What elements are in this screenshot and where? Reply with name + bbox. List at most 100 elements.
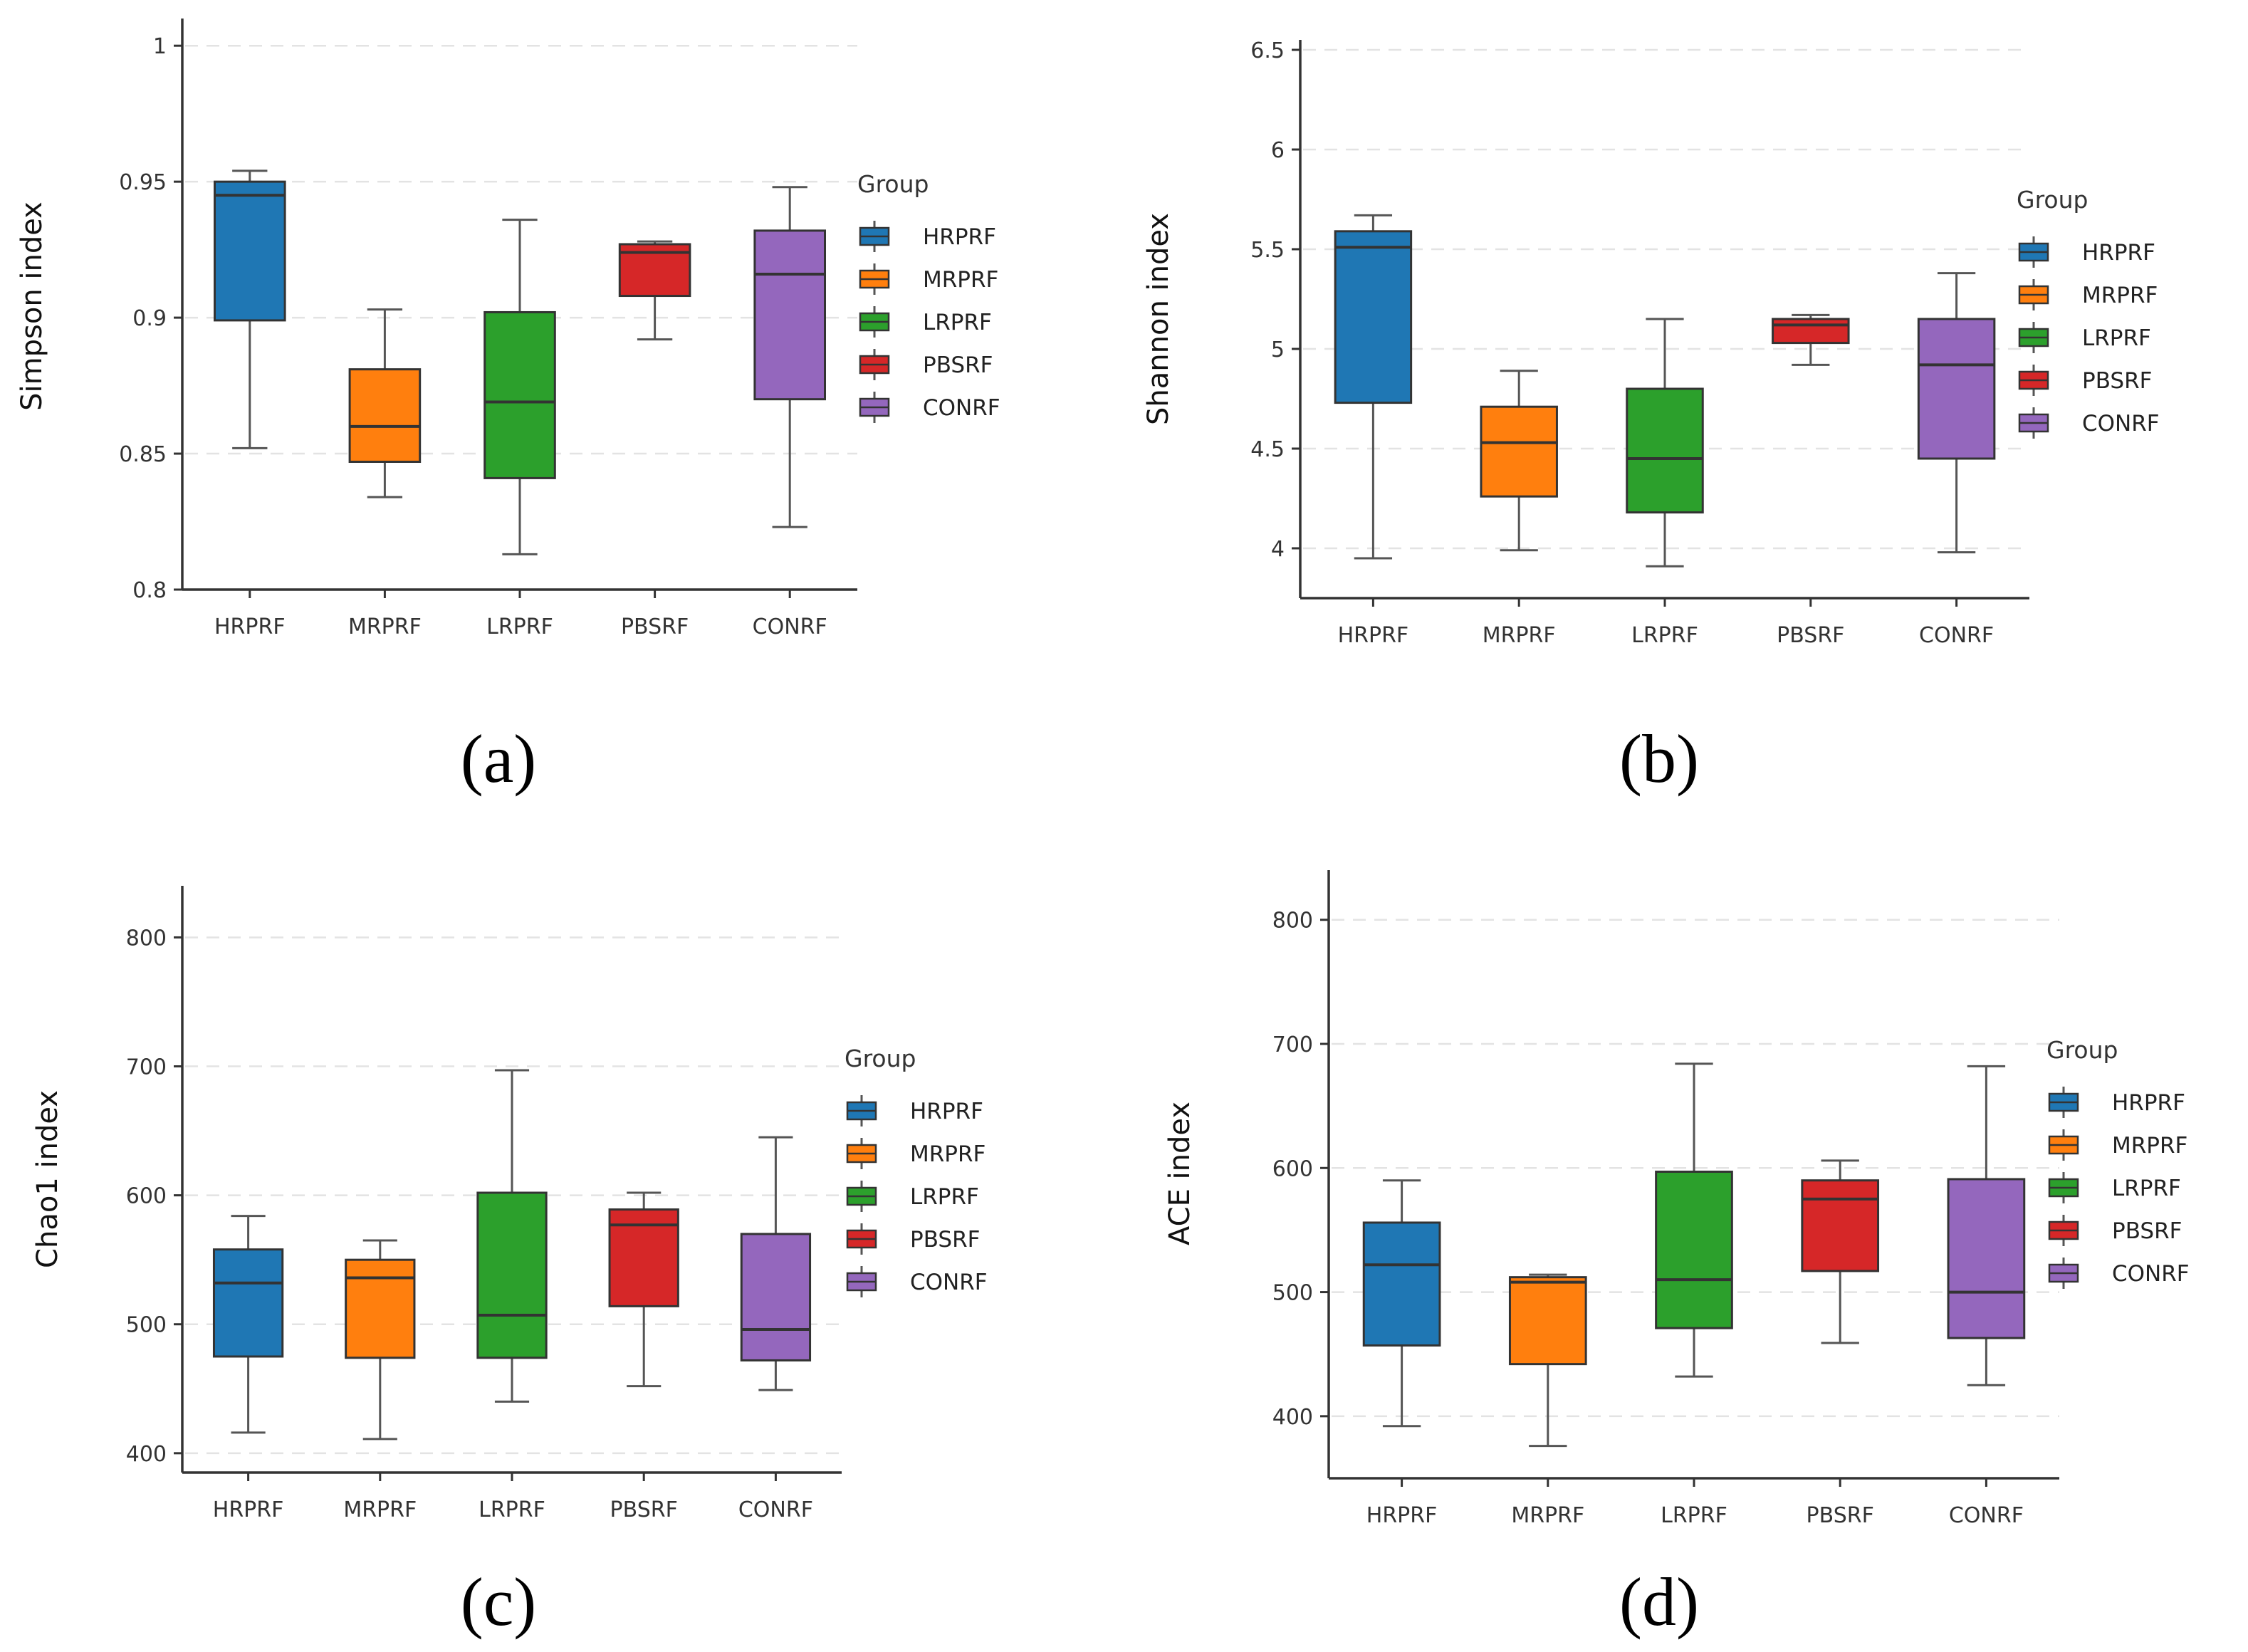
box-pbsrf — [1801, 1159, 1880, 1344]
box-conrf — [1947, 1065, 2026, 1386]
panel-caption: (d) — [1619, 1564, 1699, 1640]
y-tick-label: 5 — [1271, 338, 1285, 362]
y-tick-label: 1 — [153, 34, 167, 59]
legend-label: LRPRF — [2082, 325, 2151, 351]
box-pbsrf — [1772, 313, 1850, 366]
legend-title: Group — [857, 170, 929, 198]
chart-panel-3: 400 500 600 700 800 Chao1 index HRPRF MRPRF LRPR… — [31, 886, 988, 1640]
chart-panel-1: 0.8 0.85 0.9 0.95 1 Simpson index HRPRF MRPRF LR… — [16, 19, 1000, 797]
box-mrprf — [348, 308, 422, 498]
x-tick-label: PBSRF — [1777, 623, 1844, 648]
legend-title: Group — [845, 1045, 916, 1072]
y-axis-title: Chao1 index — [31, 1090, 64, 1268]
x-tick-label: LRPRF — [1661, 1503, 1727, 1528]
y-tick-label: 0.95 — [119, 170, 167, 195]
legend: Group HRPRF MRPRF LRPRF PBSRF CONRF — [2046, 1036, 2190, 1289]
x-tick-label: MRPRF — [343, 1497, 417, 1522]
iqr-box — [1334, 230, 1413, 404]
legend-label: PBSRF — [2082, 368, 2152, 394]
iqr-box — [753, 229, 826, 401]
box-lrprf — [483, 219, 556, 555]
y-tick-label: 500 — [126, 1313, 167, 1338]
legend-label: MRPRF — [2112, 1133, 2187, 1159]
iqr-box — [212, 1248, 284, 1358]
box-lrprf — [476, 1069, 548, 1403]
x-tick-label: PBSRF — [621, 615, 689, 639]
iqr-box — [214, 180, 286, 322]
legend: Group HRPRF MRPRF LRPRF PBSRF CONRF — [845, 1045, 988, 1297]
y-tick-label: 600 — [1272, 1156, 1313, 1181]
y-tick-label: 0.8 — [132, 578, 167, 603]
y-tick-label: 500 — [1272, 1281, 1313, 1306]
y-tick-label: 700 — [1272, 1032, 1313, 1057]
y-axis-title: Simpson index — [16, 202, 48, 411]
box-lrprf — [1626, 318, 1704, 568]
iqr-box — [483, 310, 556, 479]
x-tick-label: CONRF — [753, 615, 827, 639]
iqr-box — [1947, 1178, 2026, 1339]
panel-caption: (c) — [461, 1564, 537, 1640]
y-tick-label: 700 — [126, 1055, 167, 1080]
legend: Group HRPRF MRPRF LRPRF PBSRF CONRF — [857, 170, 1000, 423]
y-tick-label: 600 — [126, 1184, 167, 1209]
y-tick-label: 6.5 — [1250, 38, 1285, 63]
iqr-box — [1626, 387, 1704, 514]
box-pbsrf — [618, 240, 691, 341]
y-tick-label: 4 — [1271, 537, 1285, 562]
y-axis-title: Shannon index — [1142, 213, 1175, 425]
y-tick-label: 6 — [1271, 138, 1285, 163]
legend-title: Group — [2046, 1036, 2118, 1064]
iqr-box — [1508, 1276, 1587, 1366]
y-axis-title: ACE index — [1164, 1102, 1196, 1245]
legend-label: CONRF — [2082, 411, 2160, 436]
chart-panel-2: 4 4.5 5 5.5 6 6.5 Shannon index HRPRF MRPRF LRPRF… — [1142, 38, 2160, 797]
y-tick-label: 400 — [126, 1442, 167, 1467]
box-mrprf — [345, 1239, 416, 1441]
iqr-box — [348, 368, 422, 464]
legend-label: CONRF — [923, 395, 1000, 421]
x-tick-label: PBSRF — [610, 1497, 678, 1522]
box-conrf — [1917, 272, 1996, 554]
x-tick-label: CONRF — [738, 1497, 813, 1522]
legend-label: PBSRF — [923, 352, 993, 378]
x-tick-label: PBSRF — [1807, 1503, 1874, 1528]
x-tick-label: MRPRF — [1483, 623, 1556, 648]
legend-label: LRPRF — [910, 1184, 979, 1210]
x-tick-label: LRPRF — [486, 615, 553, 639]
panel-caption: (b) — [1619, 721, 1699, 797]
x-tick-label: HRPRF — [1366, 1503, 1438, 1528]
legend-label: CONRF — [2112, 1261, 2190, 1287]
iqr-box — [1362, 1221, 1441, 1347]
iqr-box — [1917, 318, 1996, 460]
y-tick-label: 800 — [1272, 909, 1313, 934]
legend-label: PBSRF — [910, 1227, 980, 1253]
x-tick-label: HRPRF — [214, 615, 286, 639]
legend: Group HRPRF MRPRF LRPRF PBSRF CONRF — [2017, 186, 2160, 439]
iqr-box — [1655, 1171, 1733, 1329]
legend-label: HRPRF — [2082, 240, 2155, 266]
iqr-box — [345, 1258, 416, 1359]
box-mrprf — [1508, 1273, 1587, 1448]
legend-label: LRPRF — [2112, 1176, 2181, 1201]
box-pbsrf — [608, 1191, 679, 1388]
legend-title: Group — [2017, 186, 2088, 214]
iqr-box — [476, 1191, 548, 1359]
box-mrprf — [1480, 370, 1558, 552]
iqr-box — [1801, 1179, 1880, 1272]
box-hrprf — [1334, 214, 1413, 560]
legend-label: MRPRF — [910, 1141, 986, 1167]
box-hrprf — [1362, 1179, 1441, 1428]
box-hrprf — [214, 169, 286, 449]
y-tick-label: 5.5 — [1250, 238, 1285, 263]
box-lrprf — [1655, 1062, 1733, 1378]
x-tick-label: HRPRF — [213, 1497, 284, 1522]
x-tick-label: MRPRF — [348, 615, 422, 639]
legend-label: LRPRF — [923, 310, 992, 335]
box-conrf — [753, 186, 826, 528]
x-tick-label: LRPRF — [479, 1497, 545, 1522]
legend-label: MRPRF — [2082, 283, 2158, 308]
box-conrf — [740, 1136, 812, 1391]
y-tick-label: 0.9 — [132, 306, 167, 331]
legend-label: MRPRF — [923, 267, 998, 293]
